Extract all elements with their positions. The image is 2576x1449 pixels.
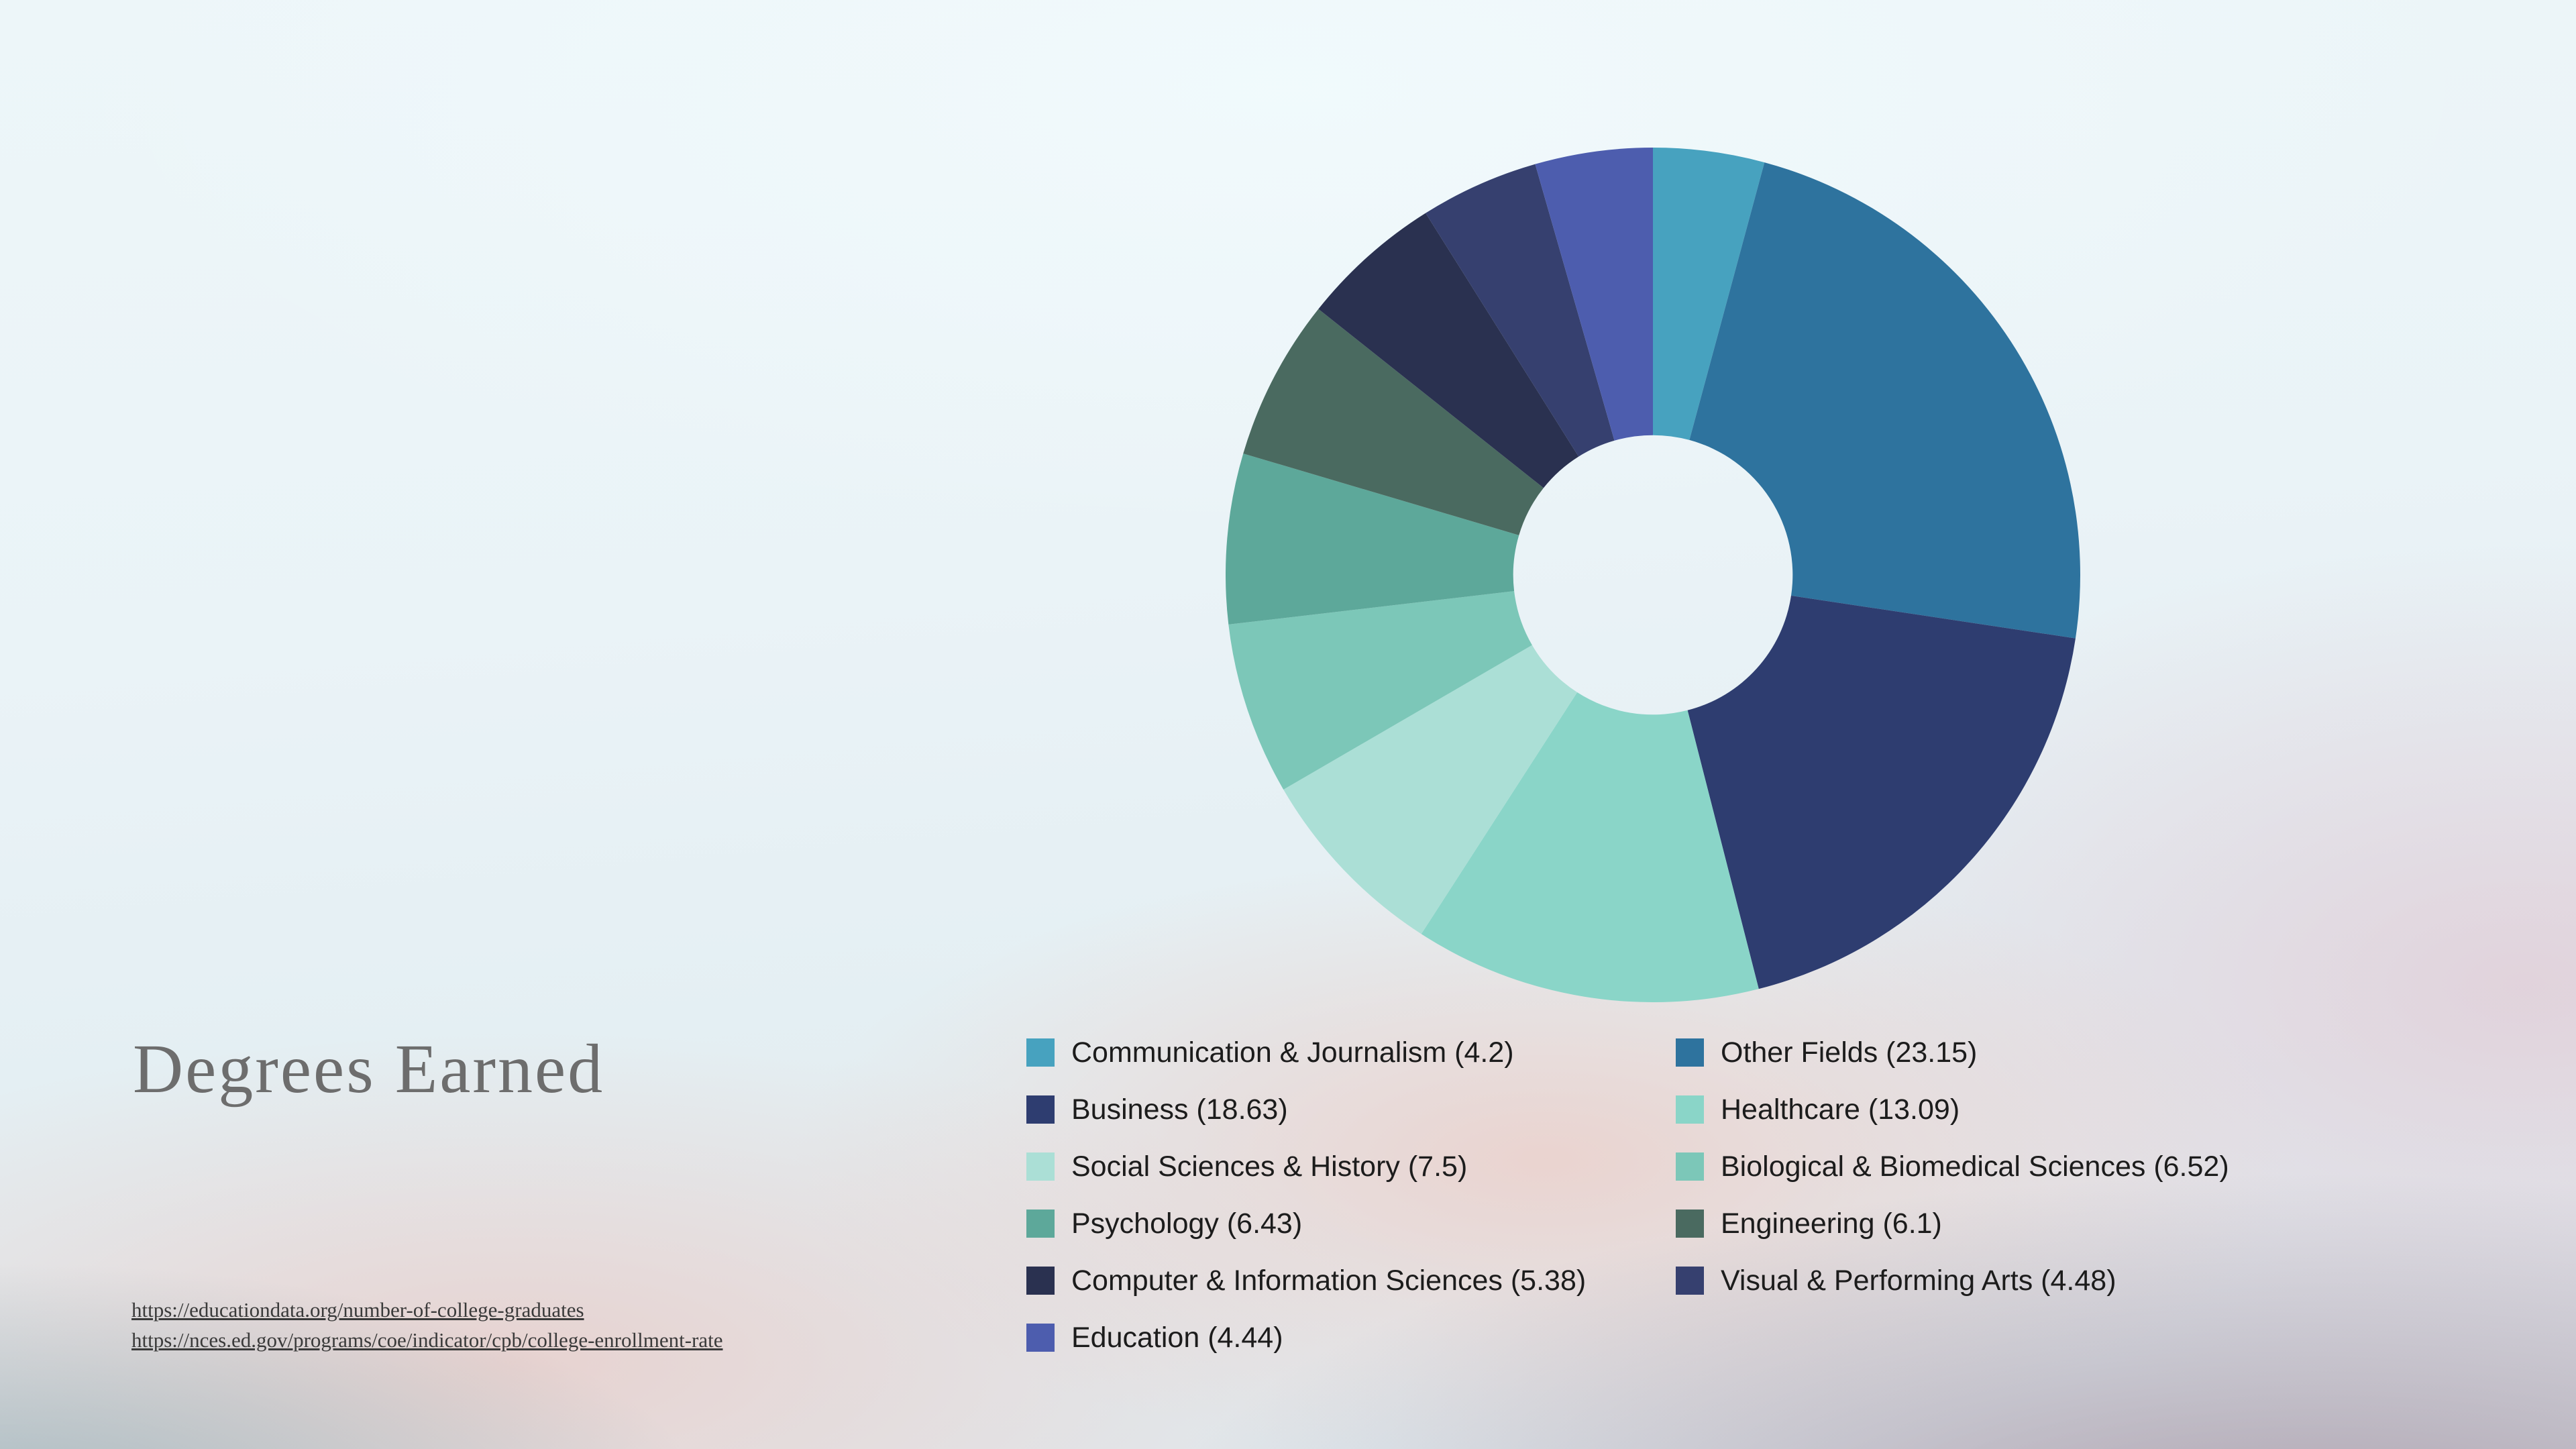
legend-swatch [1026,1210,1055,1238]
legend-item: Business (18.63) [1026,1093,1676,1126]
legend-swatch [1676,1267,1704,1295]
legend-label: Communication & Journalism (4.2) [1071,1036,1514,1069]
legend-item: Healthcare (13.09) [1676,1093,2229,1126]
pie-slice-social-sciences-history [1283,645,1578,934]
legend-label: Engineering (6.1) [1721,1207,1942,1240]
legend-swatch [1676,1152,1704,1181]
pie-slice-visual-performing-arts [1426,164,1615,457]
legend-item: Psychology (6.43) [1026,1208,1676,1240]
pie-slice-biological-biomedical-sciences [1228,591,1532,790]
legend-swatch [1026,1267,1055,1295]
source-link-nces[interactable]: https://nces.ed.gov/programs/coe/indicat… [131,1328,723,1352]
legend-item: Social Sciences & History (7.5) [1026,1150,1676,1183]
donut-chart [1226,148,2080,1002]
legend-label: Healthcare (13.09) [1721,1093,1960,1126]
pie-slice-other-fields [1689,162,2080,639]
legend-item: Biological & Biomedical Sciences (6.52) [1676,1150,2229,1183]
legend-item: Computer & Information Sciences (5.38) [1026,1265,1676,1297]
pie-slice-education [1535,148,1653,441]
legend: Communication & Journalism (4.2) Other Fi… [1026,1036,2229,1354]
legend-swatch [1026,1038,1055,1067]
legend-swatch [1026,1152,1055,1181]
legend-swatch [1026,1095,1055,1124]
donut-chart-container [1226,148,2080,1002]
legend-label: Psychology (6.43) [1071,1207,1303,1240]
pie-slice-healthcare [1421,692,1759,1002]
pie-slice-psychology [1226,453,1519,625]
legend-item: Communication & Journalism (4.2) [1026,1036,1676,1069]
legend-item: Visual & Performing Arts (4.48) [1676,1265,2229,1297]
legend-label: Biological & Biomedical Sciences (6.52) [1721,1150,2229,1183]
legend-label: Visual & Performing Arts (4.48) [1721,1264,2116,1297]
legend-label: Other Fields (23.15) [1721,1036,1978,1069]
source-links: https://educationdata.org/number-of-coll… [131,1295,722,1355]
source-link-educationdata[interactable]: https://educationdata.org/number-of-coll… [131,1298,584,1322]
legend-swatch [1676,1210,1704,1238]
legend-swatch [1026,1324,1055,1352]
legend-label: Social Sciences & History (7.5) [1071,1150,1468,1183]
legend-item: Other Fields (23.15) [1676,1036,2229,1069]
pie-slice-engineering [1243,309,1544,535]
pie-slice-business [1687,595,2076,989]
pie-slice-computer-information-sciences [1318,213,1579,488]
legend-swatch [1676,1095,1704,1124]
legend-swatch [1676,1038,1704,1067]
legend-item: Engineering (6.1) [1676,1208,2229,1240]
legend-label: Business (18.63) [1071,1093,1288,1126]
legend-item: Education (4.44) [1026,1322,1676,1354]
page-title: Degrees Earned [133,1030,605,1108]
pie-slice-communication-journalism [1653,148,1765,440]
legend-label: Education (4.44) [1071,1321,1283,1354]
legend-label: Computer & Information Sciences (5.38) [1071,1264,1587,1297]
